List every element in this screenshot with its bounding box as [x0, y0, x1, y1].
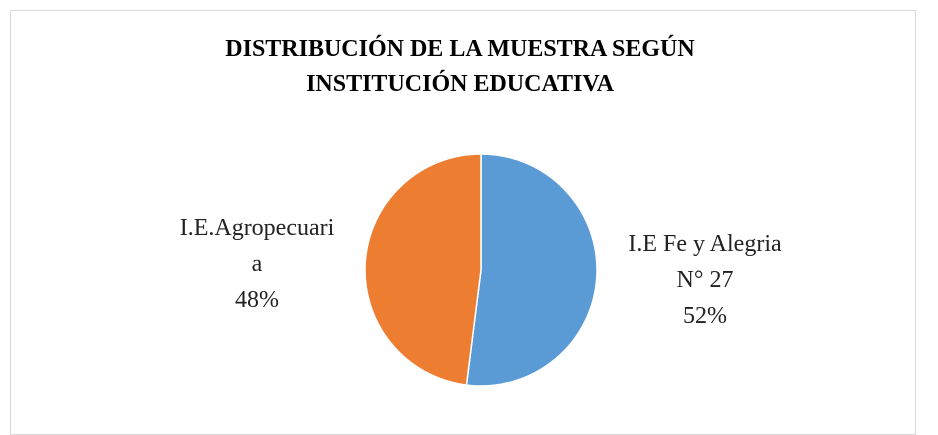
slice-name: I.E.Agropecuaria — [179, 215, 335, 277]
slice-value-label: 48% — [235, 287, 279, 313]
pie-slice — [364, 153, 482, 386]
slice-label: I.E.Agropecuaria 48% — [172, 210, 342, 318]
pie-slice — [465, 153, 598, 387]
slice-name: I.E Fe y Alegria N° 27 — [628, 231, 782, 293]
slice-value-label: 52% — [683, 303, 727, 329]
slice-label: I.E Fe y Alegria N° 27 52% — [625, 226, 785, 334]
chart-title: DISTRIBUCIÓN DE LA MUESTRA SEGÚN INSTITU… — [225, 36, 695, 97]
